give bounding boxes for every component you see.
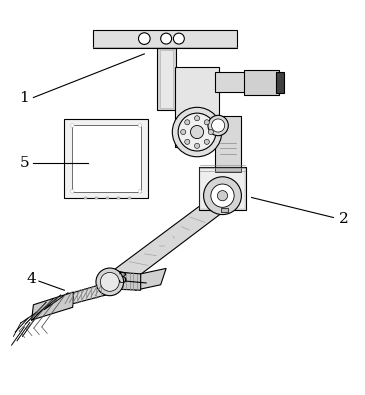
Polygon shape	[175, 117, 219, 147]
Circle shape	[138, 33, 150, 44]
Bar	[64, 119, 148, 198]
Bar	[215, 116, 241, 168]
Text: 5: 5	[19, 156, 29, 170]
Circle shape	[211, 184, 234, 207]
Bar	[160, 50, 173, 108]
Bar	[72, 125, 141, 192]
Circle shape	[100, 273, 119, 291]
Circle shape	[96, 268, 124, 296]
Circle shape	[178, 113, 216, 151]
Circle shape	[191, 126, 204, 139]
Circle shape	[181, 130, 186, 135]
Bar	[106, 197, 109, 199]
Circle shape	[172, 107, 222, 157]
Circle shape	[204, 139, 210, 144]
Bar	[215, 72, 246, 92]
Bar	[215, 167, 241, 172]
Text: 1: 1	[19, 90, 29, 105]
Polygon shape	[72, 283, 106, 304]
Bar	[244, 70, 279, 94]
Bar	[93, 30, 237, 49]
Text: 3: 3	[118, 272, 127, 286]
Circle shape	[212, 119, 225, 132]
Bar	[95, 197, 98, 199]
Bar	[128, 197, 131, 199]
Circle shape	[218, 191, 228, 201]
Circle shape	[208, 130, 214, 135]
Polygon shape	[32, 292, 73, 320]
Circle shape	[70, 124, 74, 127]
Text: 4: 4	[27, 272, 36, 286]
Text: 2: 2	[339, 213, 349, 226]
Bar	[117, 197, 120, 199]
Polygon shape	[135, 269, 166, 290]
Circle shape	[204, 177, 241, 214]
Circle shape	[173, 33, 184, 44]
Circle shape	[204, 120, 210, 125]
Polygon shape	[115, 272, 141, 290]
Circle shape	[195, 116, 200, 121]
Bar	[200, 168, 245, 209]
Bar	[199, 167, 246, 210]
Circle shape	[195, 143, 200, 149]
Circle shape	[208, 115, 228, 136]
Circle shape	[161, 33, 172, 44]
Bar	[221, 209, 228, 212]
Bar	[157, 49, 176, 110]
Circle shape	[138, 190, 142, 193]
Bar	[84, 197, 87, 199]
Circle shape	[185, 139, 190, 144]
Circle shape	[138, 124, 142, 127]
Circle shape	[185, 120, 190, 125]
Bar	[276, 71, 284, 93]
Polygon shape	[114, 207, 221, 276]
Circle shape	[70, 190, 74, 193]
Bar	[175, 67, 219, 117]
